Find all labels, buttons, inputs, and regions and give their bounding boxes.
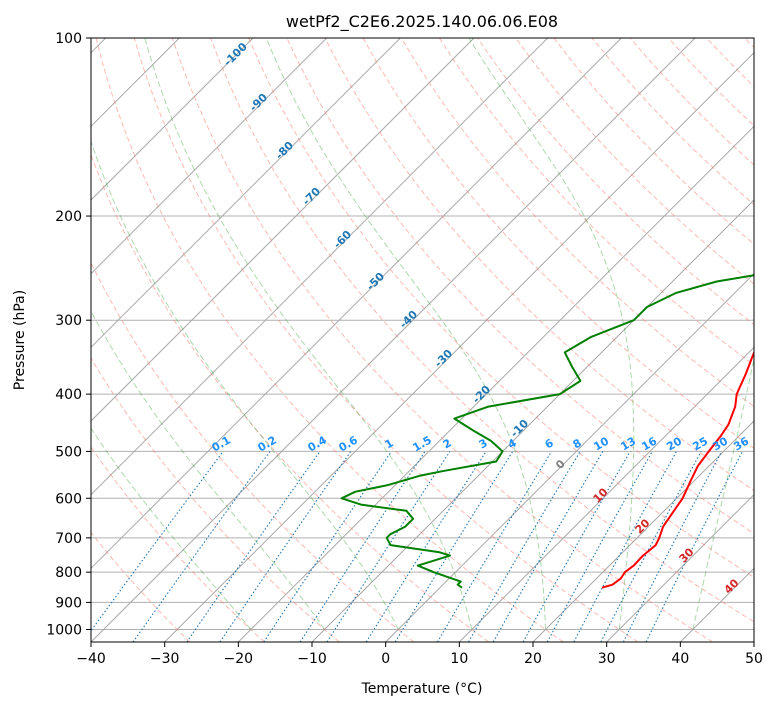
y-tick-label: 800	[55, 565, 82, 581]
isotherm-gridline	[91, 38, 254, 201]
x-tick-label: 20	[524, 651, 542, 667]
dry-adiabat-line	[515, 38, 754, 285]
dry-adiabat-line	[95, 38, 564, 642]
x-tick-label: 50	[745, 651, 763, 667]
isotherm-gridline	[91, 38, 549, 496]
x-tick-label: 40	[671, 651, 689, 667]
series-lines	[340, 274, 754, 589]
x-axis-label: Temperature (°C)	[361, 681, 483, 697]
isotherm-gridline	[385, 272, 754, 642]
dewpoint-profile-line	[340, 274, 754, 589]
dry-adiabats	[91, 38, 754, 642]
dry-adiabat-line	[400, 38, 754, 408]
y-tick-label: 200	[55, 209, 82, 225]
mixing-ratio-line	[299, 451, 426, 642]
mixing-ratio-line	[522, 451, 631, 642]
x-tick-label: −20	[224, 651, 254, 667]
chart-title: wetPf2_C2E6.2025.140.06.06.E08	[286, 12, 558, 32]
moist-adiabat-line	[91, 139, 399, 630]
mixing-ratio-line	[600, 451, 702, 642]
y-tick-label: 900	[55, 595, 82, 611]
plot-frame	[90, 37, 755, 643]
gridlines	[91, 38, 754, 642]
isotherm-gridline	[91, 38, 401, 349]
temperature-profile-line	[601, 350, 754, 589]
dry-adiabat-line	[91, 357, 340, 642]
dry-adiabat-line	[248, 38, 754, 578]
mixing-ratio-line	[263, 451, 392, 642]
dry-adiabat-line	[91, 261, 415, 642]
dry-adiabat-line	[91, 531, 191, 642]
mixing-ratio-line	[326, 451, 451, 642]
x-tick-label: 0	[381, 651, 390, 667]
isotherm-gridline	[458, 346, 754, 642]
y-axis-label: Pressure (hPa)	[12, 290, 28, 390]
moist-adiabats	[91, 38, 754, 630]
mixing-ratio-line	[468, 451, 581, 642]
isotherm-gridline	[91, 38, 696, 642]
dry-adiabat-line	[438, 38, 754, 366]
mixing-ratio-lines	[91, 451, 743, 642]
y-tick-label: 600	[55, 491, 82, 507]
moist-adiabat-line	[265, 38, 546, 630]
dry-adiabat-line	[133, 38, 639, 642]
dry-adiabat-line	[324, 38, 754, 492]
isotherm-gridline	[91, 38, 328, 275]
isotherm-gridline	[237, 125, 754, 642]
mixing-ratio-line	[219, 451, 352, 642]
y-tick-label: 500	[55, 444, 82, 460]
moist-adiabat-line	[692, 356, 754, 630]
mixing-ratio-line	[546, 451, 653, 642]
dry-adiabat-line	[91, 446, 265, 642]
isotherm-gridline	[164, 51, 754, 642]
y-tick-label: 100	[55, 31, 82, 47]
mixing-ratio-line	[573, 451, 677, 642]
mixing-ratio-line	[436, 451, 553, 642]
moist-adiabat-line	[468, 38, 635, 630]
isotherm-gridline	[91, 38, 475, 422]
x-tick-label: −30	[150, 651, 180, 667]
moist-adiabat-line	[91, 310, 325, 630]
mixing-ratio-line	[91, 451, 224, 632]
y-tick-label: 700	[55, 531, 82, 547]
x-tick-label: 10	[450, 651, 468, 667]
mixing-ratio-line	[622, 451, 723, 642]
isotherm-gridline	[606, 493, 754, 642]
isotherm-gridline	[532, 420, 754, 642]
dry-adiabat-line	[210, 38, 754, 623]
axes-ticks: −40 −30 −20 −10 0 10 20 30 40 50 100 200 300 400 500 60…	[46, 31, 763, 667]
x-tick-label: 30	[598, 651, 616, 667]
y-tick-label: 300	[55, 313, 82, 329]
isotherm-gridline	[91, 38, 622, 570]
x-tick-label: −40	[76, 651, 106, 667]
dry-adiabat-line	[171, 38, 713, 642]
y-tick-label: 1000	[46, 622, 82, 638]
y-tick-label: 400	[55, 387, 82, 403]
mixing-ratio-line	[645, 451, 743, 642]
x-tick-label: −10	[297, 651, 327, 667]
mixing-ratio-line	[492, 451, 604, 642]
moist-adiabat-line	[91, 427, 252, 630]
dry-adiabat-line	[91, 153, 489, 642]
